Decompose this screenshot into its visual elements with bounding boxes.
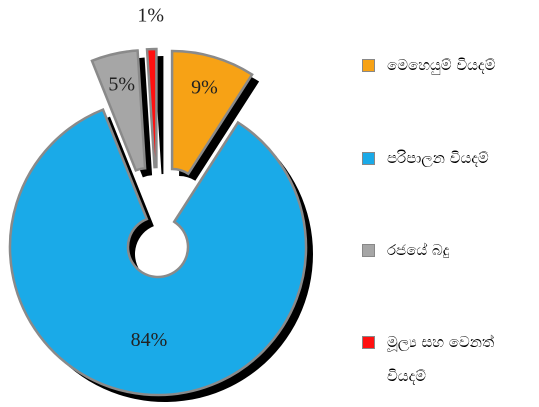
slice xyxy=(170,49,254,176)
legend-label: මෙහෙයුම් වියදම් xyxy=(387,56,496,74)
legend-swatch xyxy=(362,152,375,165)
legend-label: පරිපාලන වියදම් xyxy=(387,149,489,167)
legend-item: පරිපාලන වියදම් xyxy=(362,141,512,175)
data-label: 5% xyxy=(108,74,135,96)
legend-item: මූල්‍ය සහ වෙනත් වියදම් xyxy=(362,325,512,393)
legend-swatch xyxy=(362,59,375,72)
legend-label: රජයේ බදු xyxy=(387,241,450,259)
legend-swatch xyxy=(362,336,375,349)
slice xyxy=(145,47,158,169)
data-label: 1% xyxy=(137,5,164,27)
legend-item: මෙහෙයුම් වියදම් xyxy=(362,48,512,82)
legend-item: රජයේ බදු xyxy=(362,233,512,267)
slice xyxy=(8,107,308,397)
data-label: 84% xyxy=(131,329,168,351)
legend-label: මූල්‍ය සහ වෙනත් වියදම් xyxy=(387,333,495,385)
legend-swatch xyxy=(362,244,375,257)
data-label: 9% xyxy=(191,76,218,98)
slice xyxy=(90,49,147,173)
